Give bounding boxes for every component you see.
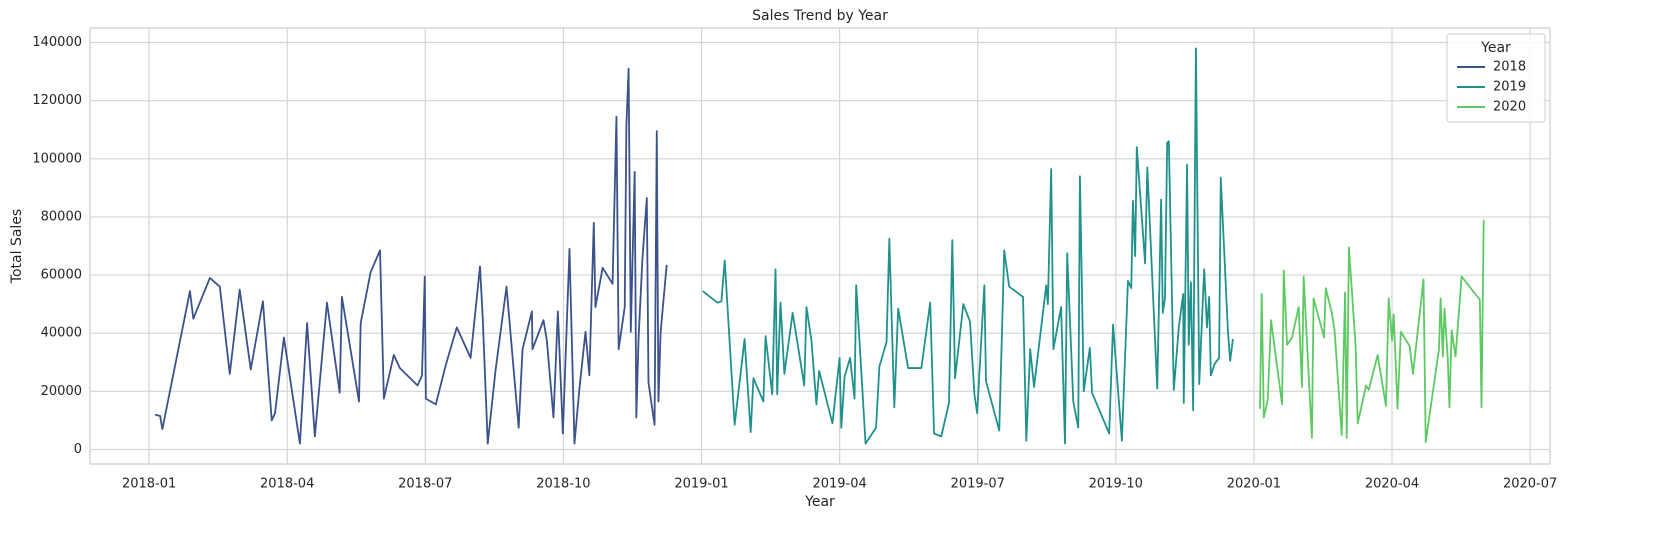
y-axis-label: Total Sales bbox=[9, 209, 25, 284]
x-tick-label: 2019-04 bbox=[812, 477, 866, 492]
y-tick-label: 100000 bbox=[32, 151, 82, 166]
y-tick-label: 40000 bbox=[41, 326, 82, 341]
x-tick-label: 2019-01 bbox=[674, 477, 728, 492]
x-tick-label: 2018-01 bbox=[122, 477, 176, 492]
legend: Year 2018 2019 2020 bbox=[1446, 33, 1546, 123]
x-tick-label: 2018-10 bbox=[536, 477, 590, 492]
legend-title: Year bbox=[1480, 40, 1511, 56]
x-tick-label: 2020-04 bbox=[1365, 477, 1419, 492]
x-tick-label: 2018-07 bbox=[398, 477, 452, 492]
series-line bbox=[702, 47, 1234, 445]
legend-label: 2020 bbox=[1493, 100, 1526, 115]
y-tick-label: 20000 bbox=[41, 384, 82, 399]
y-tick-label: 60000 bbox=[41, 268, 82, 283]
series-line bbox=[1259, 219, 1485, 444]
y-tick-label: 80000 bbox=[41, 209, 82, 224]
plot: 0 20000 40000 60000 80000 100000 120000 140000 2… bbox=[32, 28, 1557, 492]
x-axis-label: Year bbox=[804, 494, 835, 510]
x-tick-label: 2019-10 bbox=[1089, 477, 1143, 492]
legend-label: 2018 bbox=[1493, 60, 1526, 75]
y-tick-label: 0 bbox=[74, 442, 82, 457]
y-tick-label: 120000 bbox=[32, 93, 82, 108]
series-line bbox=[154, 67, 668, 445]
x-tick-label: 2020-07 bbox=[1503, 477, 1557, 492]
x-tick-label: 2018-04 bbox=[260, 477, 314, 492]
chart-title: Sales Trend by Year bbox=[752, 8, 888, 24]
y-tick-label: 140000 bbox=[32, 35, 82, 50]
x-tick-label: 2019-07 bbox=[951, 477, 1005, 492]
legend-box bbox=[1446, 33, 1546, 123]
legend-label: 2019 bbox=[1493, 80, 1526, 95]
x-tick-label: 2020-01 bbox=[1227, 477, 1281, 492]
plot-area bbox=[89, 27, 1551, 465]
